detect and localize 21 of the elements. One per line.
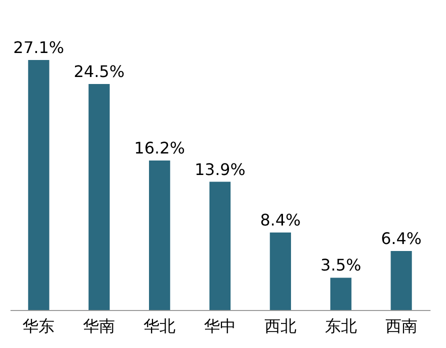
bar (330, 278, 352, 310)
x-tick-label: 华东 (22, 316, 55, 336)
data-label: 16.2% (134, 138, 185, 158)
bar (148, 160, 170, 310)
x-tick-label: 西南 (385, 316, 418, 336)
x-tick-label: 华北 (144, 316, 176, 336)
x-tick-label: 东北 (324, 316, 357, 336)
bar (390, 250, 412, 310)
bar (270, 232, 292, 310)
bar (28, 60, 50, 310)
data-label: 8.4% (260, 210, 301, 230)
x-tick-label: 西北 (264, 316, 296, 336)
bar (209, 182, 231, 310)
x-tick-label: 华中 (204, 316, 236, 336)
data-label: 6.4% (380, 228, 422, 248)
x-tick-label: 华南 (83, 316, 116, 336)
data-label: 24.5% (74, 62, 125, 81)
data-label: 3.5% (320, 256, 362, 275)
data-label: 27.1% (13, 38, 64, 57)
data-label: 13.9% (194, 160, 246, 179)
bar (88, 84, 110, 310)
